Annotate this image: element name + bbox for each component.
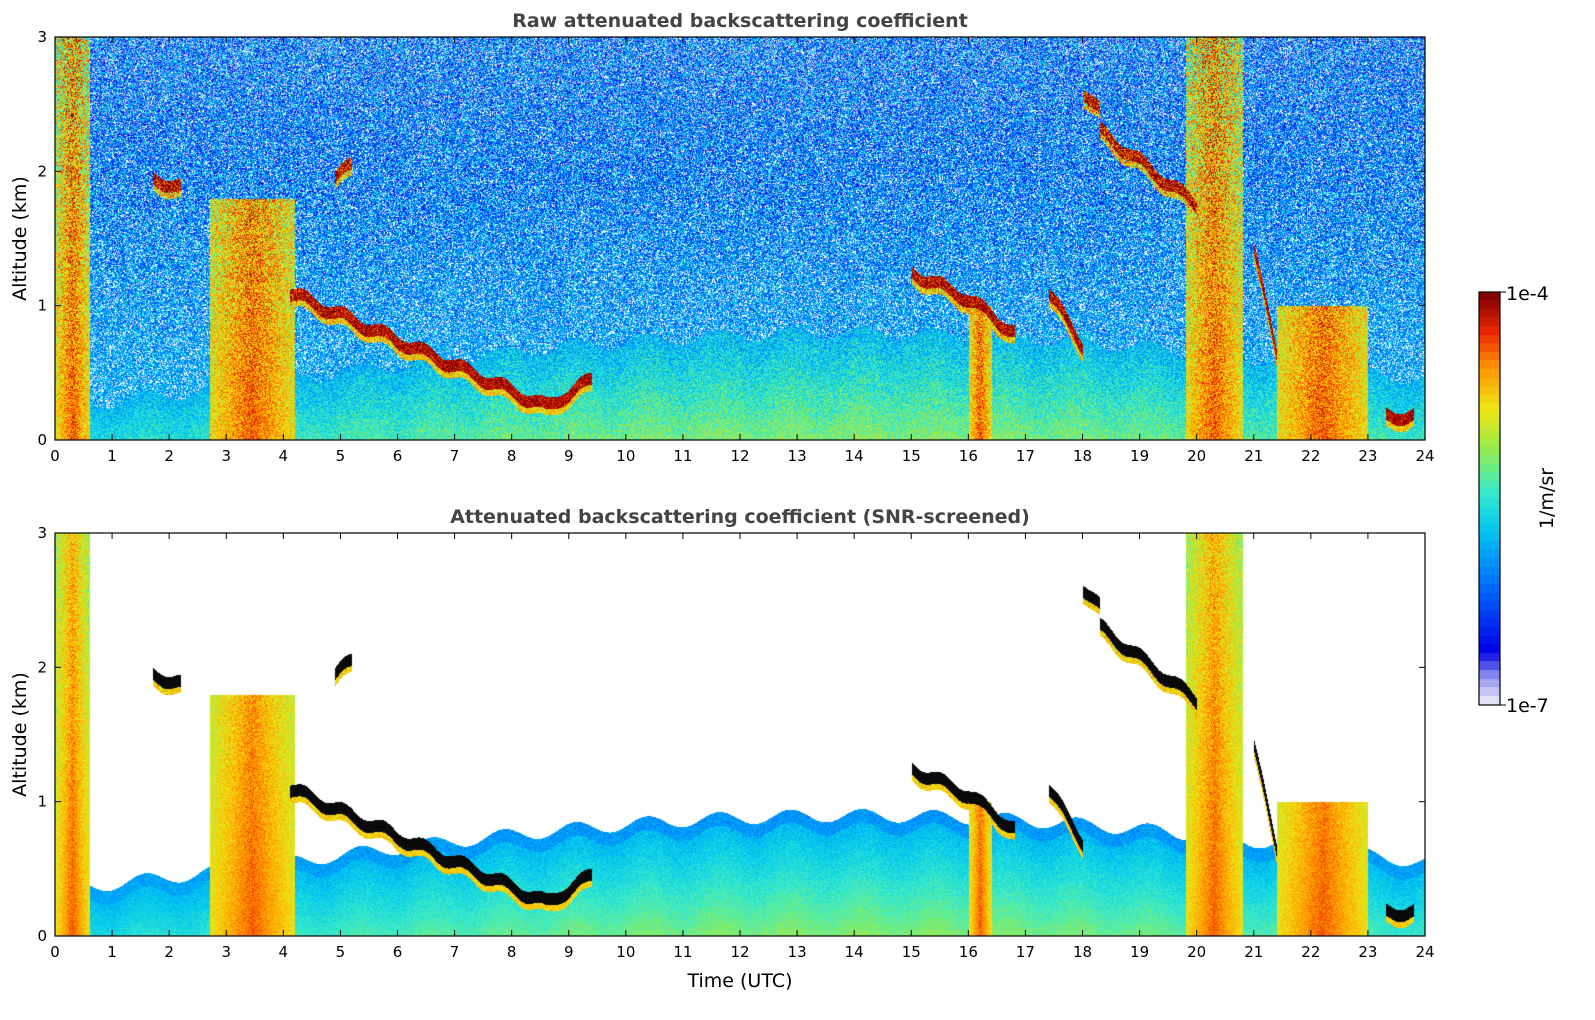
- x-tick-label: 16: [959, 943, 978, 961]
- x-tick-label: 13: [788, 447, 807, 465]
- x-tick-label: 23: [1358, 447, 1377, 465]
- x-tick-label: 22: [1301, 943, 1320, 961]
- x-tick-label: 14: [845, 447, 864, 465]
- bottom-panel-title: Attenuated backscattering coefficient (S…: [450, 506, 1030, 528]
- x-tick-label: 10: [616, 447, 635, 465]
- x-tick-label: 12: [730, 447, 749, 465]
- x-tick-label: 8: [507, 447, 517, 465]
- x-tick-label: 6: [393, 447, 403, 465]
- x-tick-label: 24: [1415, 943, 1434, 961]
- x-tick-label: 4: [279, 943, 289, 961]
- x-tick-label: 16: [959, 447, 978, 465]
- y-tick-label: 0: [37, 431, 47, 449]
- x-tick-label: 18: [1073, 447, 1092, 465]
- y-tick-label: 3: [37, 28, 47, 46]
- x-tick-label: 22: [1301, 447, 1320, 465]
- colorbar-max-label: 1e-4: [1506, 283, 1549, 305]
- x-tick-label: 9: [564, 943, 574, 961]
- bottom-y-axis-label: Altitude (km): [9, 672, 31, 797]
- x-tick-label: 1: [107, 447, 117, 465]
- colorbar-min-label: 1e-7: [1506, 695, 1549, 717]
- x-tick-label: 5: [336, 447, 346, 465]
- top-panel-title: Raw attenuated backscattering coefficien…: [512, 10, 968, 32]
- x-tick-label: 2: [164, 943, 174, 961]
- x-tick-label: 3: [221, 943, 231, 961]
- x-tick-label: 21: [1244, 447, 1263, 465]
- x-tick-label: 13: [788, 943, 807, 961]
- top-axis-ticks: 0 1 2 3 4 5 6 7 8 9 10 11 12 13 14 15 16 17 18 19 20 21 22 23 24…: [37, 28, 1434, 465]
- x-tick-label: 14: [845, 943, 864, 961]
- y-tick-label: 0: [37, 927, 47, 945]
- x-tick-label: 15: [902, 447, 921, 465]
- y-tick-label: 1: [37, 793, 47, 811]
- top-y-axis-label: Altitude (km): [9, 176, 31, 301]
- x-tick-label: 17: [1016, 447, 1035, 465]
- x-tick-label: 2: [164, 447, 174, 465]
- colorbar-frame: [1478, 291, 1501, 706]
- y-tick-label: 2: [37, 162, 47, 180]
- x-tick-label: 11: [673, 447, 692, 465]
- x-tick-label: 4: [279, 447, 289, 465]
- x-tick-label: 11: [673, 943, 692, 961]
- x-tick-label: 6: [393, 943, 403, 961]
- x-tick-label: 9: [564, 447, 574, 465]
- y-tick-label: 1: [37, 297, 47, 315]
- x-tick-label: 7: [450, 943, 460, 961]
- x-tick-label: 12: [730, 943, 749, 961]
- x-tick-label: 18: [1073, 943, 1092, 961]
- x-tick-label: 20: [1187, 447, 1206, 465]
- colorbar-gradient: [1479, 292, 1500, 705]
- x-tick-label: 21: [1244, 943, 1263, 961]
- x-tick-label: 8: [507, 943, 517, 961]
- x-axis-label: Time (UTC): [686, 970, 792, 992]
- x-tick-label: 5: [336, 943, 346, 961]
- bottom-axes-frame: [54, 532, 1426, 937]
- x-tick-label: 10: [616, 943, 635, 961]
- x-tick-label: 17: [1016, 943, 1035, 961]
- x-tick-label: 0: [50, 447, 60, 465]
- x-tick-label: 19: [1130, 447, 1149, 465]
- top-axes-frame: [54, 36, 1426, 441]
- x-tick-label: 3: [221, 447, 231, 465]
- top-heatmap-canvas: [55, 37, 1425, 440]
- colorbar-unit-label: 1/m/sr: [1536, 468, 1558, 529]
- bottom-heatmap-canvas: [55, 533, 1425, 936]
- x-tick-label: 23: [1358, 943, 1377, 961]
- x-tick-label: 20: [1187, 943, 1206, 961]
- x-tick-label: 1: [107, 943, 117, 961]
- x-tick-label: 7: [450, 447, 460, 465]
- x-tick-label: 0: [50, 943, 60, 961]
- y-tick-label: 2: [37, 658, 47, 676]
- x-tick-label: 15: [902, 943, 921, 961]
- x-tick-label: 24: [1415, 447, 1434, 465]
- bottom-axis-ticks: 0 1 2 3 4 5 6 7 8 9 10 11 12 13 14 15 16 17 18 19 20 21 22 23 24…: [37, 524, 1434, 961]
- x-tick-label: 19: [1130, 943, 1149, 961]
- y-tick-label: 3: [37, 524, 47, 542]
